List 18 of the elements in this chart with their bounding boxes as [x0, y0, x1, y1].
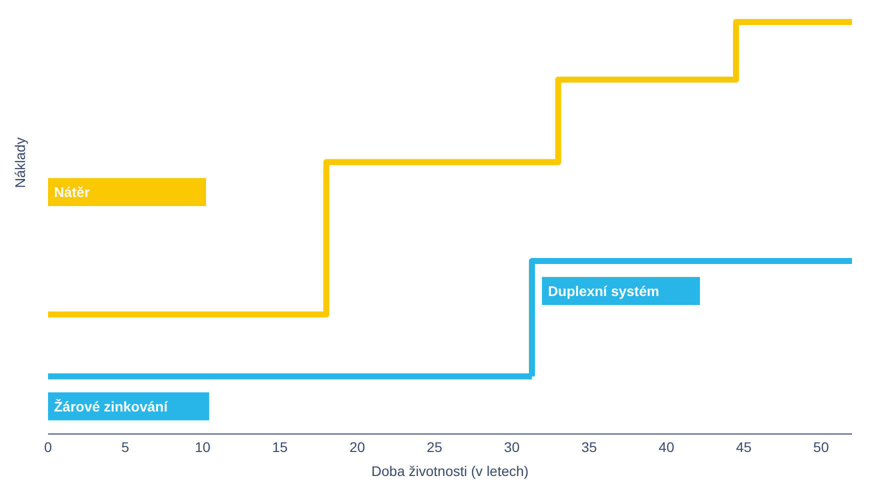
x-tick-label: 15	[272, 438, 288, 455]
x-tick-label: 25	[426, 438, 443, 455]
label-tag: Žárové zinkování	[48, 392, 210, 420]
x-tick-label: 20	[349, 438, 366, 455]
x-tick-label: 0	[44, 438, 52, 455]
series-label: Duplexní systém	[548, 282, 660, 299]
x-tick-label: 30	[504, 438, 520, 455]
y-axis-title: Náklady	[12, 137, 28, 188]
series-label: Žárové zinkování	[54, 398, 169, 414]
x-tick-label: 10	[194, 438, 211, 455]
label-tag: Duplexní systém	[542, 276, 700, 305]
label-tag: Nátěr	[48, 178, 206, 206]
x-tick-label: 35	[581, 438, 598, 455]
x-axis-title: Doba životnosti (v letech)	[371, 463, 529, 479]
x-tick-label: 5	[121, 438, 130, 455]
x-tick-label: 50	[813, 438, 830, 455]
x-tick-label: 45	[736, 438, 752, 455]
x-tick-label: 40	[658, 438, 674, 455]
